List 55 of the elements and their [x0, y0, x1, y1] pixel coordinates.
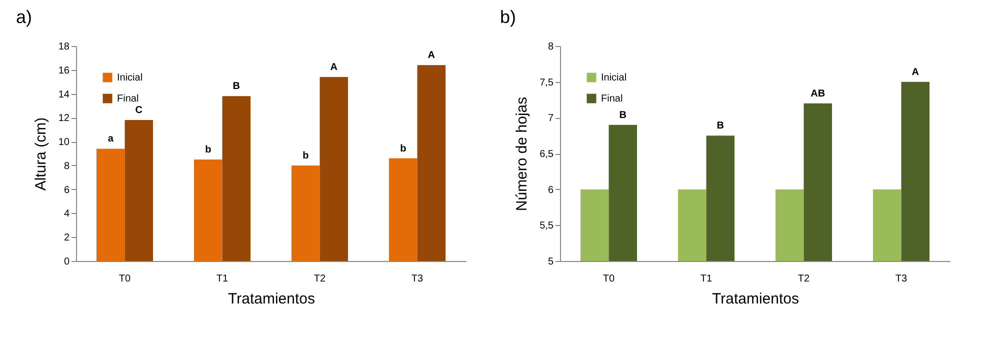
annotation: a: [108, 134, 114, 145]
bar: [222, 96, 251, 261]
y-tick-label: 16: [58, 65, 70, 76]
y-tick-label: 7,5: [540, 77, 554, 88]
y-tick-label: 8: [64, 160, 70, 172]
x-tick-label: T2: [798, 274, 810, 284]
bar: [291, 165, 320, 261]
annotation: B: [716, 120, 724, 132]
bar: [124, 120, 154, 261]
y-tick-label: 0: [64, 256, 70, 268]
chart-title: b): [500, 7, 516, 27]
bar: [194, 159, 222, 261]
x-tick-label: T3: [895, 274, 908, 284]
y-tick-label: 7: [548, 113, 554, 124]
y-tick-label: 10: [58, 137, 70, 148]
y-tick-label: 5,5: [540, 220, 554, 232]
y-tick-label: 8: [548, 42, 554, 52]
y-tick-label: 4: [64, 208, 70, 220]
y-tick-label: 12: [58, 113, 70, 124]
y-tick-label: 5: [548, 256, 554, 268]
annotation: B: [232, 81, 240, 92]
bar: [320, 77, 348, 261]
annotation: b: [205, 144, 212, 156]
y-tick-label: 6: [64, 184, 70, 196]
y-tick-label: 6,5: [540, 149, 554, 160]
annotation: C: [135, 105, 143, 116]
annotation: A: [330, 62, 338, 74]
legend-label: Inicial: [601, 72, 627, 84]
legend-label: Final: [117, 94, 139, 104]
x-tick-label: T3: [411, 274, 424, 284]
x-tick-label: T0: [118, 274, 132, 284]
y-tick-label: 2: [64, 232, 70, 244]
legend-label: Final: [601, 94, 623, 104]
bar: [96, 148, 125, 261]
x-tick-label: T1: [216, 274, 229, 284]
y-tick-label: 14: [58, 89, 70, 100]
annotation: A: [428, 50, 436, 62]
annotation: b: [400, 143, 406, 154]
annotation: A: [912, 66, 920, 78]
bar: [417, 65, 446, 261]
x-axis-title: Tratamientos: [712, 290, 799, 308]
chart-title: a): [16, 7, 32, 27]
annotation: B: [619, 110, 627, 121]
annotation: AB: [810, 88, 826, 100]
y-tick-label: 6: [548, 184, 554, 196]
bar: [388, 158, 418, 261]
annotation: b: [302, 150, 309, 162]
legend-label: Inicial: [117, 72, 143, 84]
y-axis-title: Número de hojas: [514, 96, 531, 212]
x-tick-label: T2: [314, 274, 326, 284]
x-axis-title: Tratamientos: [228, 290, 315, 308]
x-tick-label: T1: [700, 274, 713, 284]
y-axis-title: Altura (cm): [32, 117, 50, 191]
x-tick-label: T0: [602, 274, 616, 284]
y-tick-label: 18: [58, 42, 70, 52]
